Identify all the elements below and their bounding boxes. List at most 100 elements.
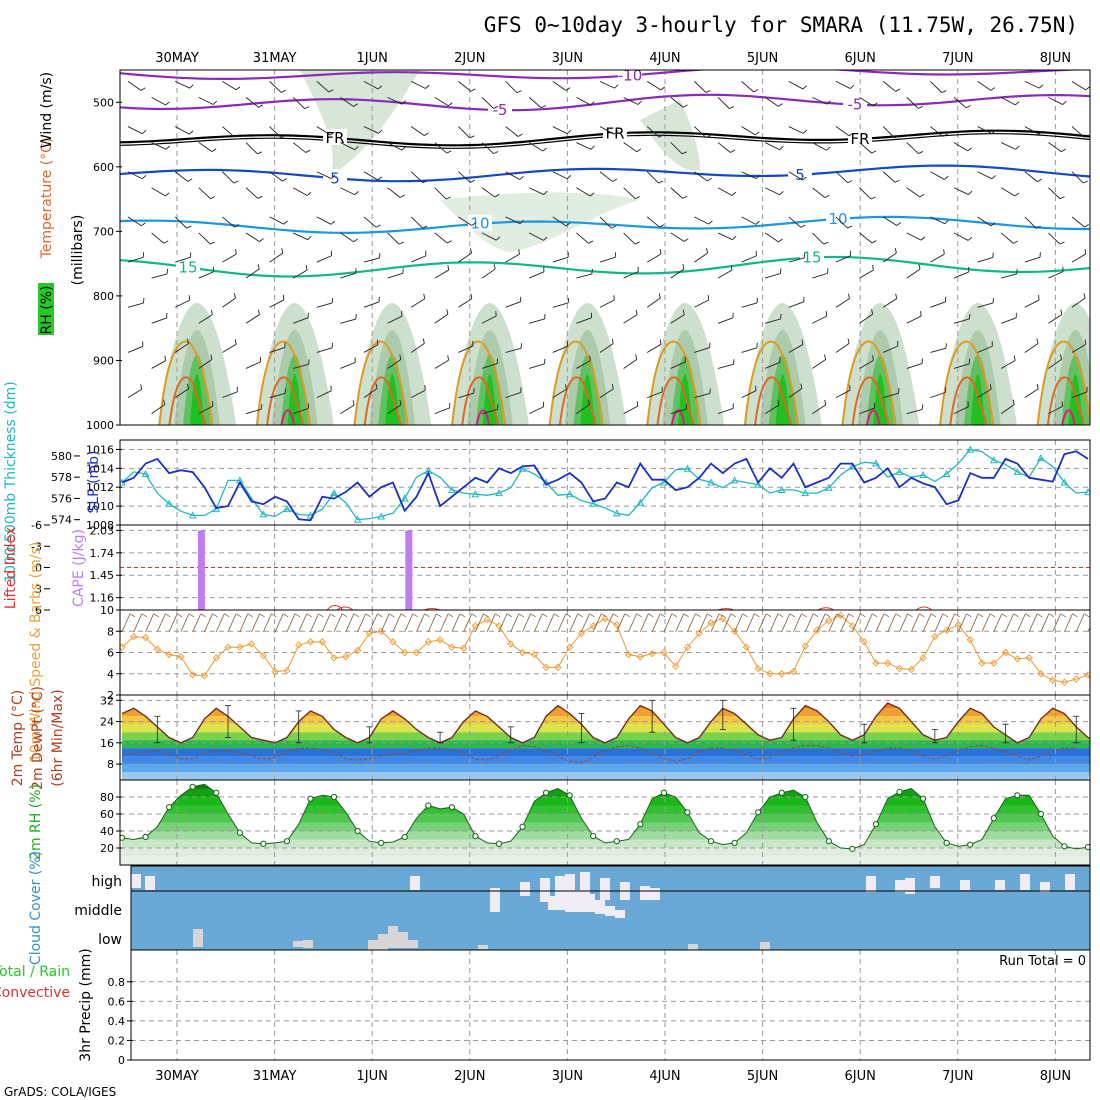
wind-barb [410, 171, 424, 184]
wind-barb [222, 216, 236, 228]
wind-barb [906, 142, 919, 154]
wind-speed-marker [318, 638, 326, 646]
wind-barb [1024, 80, 1040, 89]
wind-barb-feather [824, 194, 830, 198]
wind-barb [812, 187, 826, 198]
wind-barb [434, 313, 449, 324]
rh-marker [919, 795, 927, 802]
y-tick-label: 600 [93, 161, 114, 174]
wind-barb-feather [965, 105, 971, 109]
y-tick-label: 0.6 [108, 995, 126, 1008]
wind-barb-feather [636, 401, 639, 407]
wind-barb [906, 232, 922, 241]
rh-marker [872, 821, 880, 828]
high-cloud-gap [1020, 874, 1030, 890]
wind-speed-marker [730, 627, 739, 635]
wind-barb [1001, 273, 1017, 279]
wind-barb-feather [401, 146, 406, 151]
surface-wind-barb-feather [471, 613, 477, 618]
wind-speed-marker [895, 664, 904, 673]
rh-shade [775, 373, 790, 425]
surface-wind-barb-feather [424, 613, 430, 618]
wind-barb-feather [304, 106, 310, 110]
wind-barb-feather [541, 105, 546, 109]
wind-barb-feather [211, 401, 214, 407]
y-tick-label: 1.74 [90, 547, 115, 560]
temperature-line [121, 702, 1090, 744]
y-tick-label: 800 [93, 290, 114, 303]
wind-barb [788, 301, 804, 308]
surface-wind-barb-feather [365, 613, 371, 618]
temperature-contour-20 [646, 340, 702, 425]
wind-barb-feather [284, 388, 287, 394]
high-cloud-gap [905, 878, 915, 894]
surface-wind-barb-feather [141, 613, 147, 618]
wind-barb-feather [705, 89, 711, 93]
wind-barb [410, 342, 425, 353]
high-cloud-gap [930, 876, 940, 888]
high-cloud-gap [410, 876, 420, 890]
wind-speed-marker [459, 644, 468, 652]
wind-barb-feather [186, 225, 192, 229]
wind-barb-feather [918, 151, 924, 154]
wind-barb-feather [1083, 180, 1089, 184]
surface-wind-barb [958, 613, 967, 632]
surface-wind-barb-feather [907, 613, 913, 618]
wind-barb [458, 345, 474, 353]
low-cloud [293, 941, 303, 947]
wind-barb [694, 392, 710, 399]
wind-speed-marker [1060, 678, 1069, 686]
wind-barb-feather [730, 149, 736, 153]
wind-barb-feather [233, 180, 239, 184]
low-cloud [408, 940, 418, 948]
wind-speed-marker [1037, 670, 1045, 678]
y-tick-label: 60 [100, 808, 114, 821]
wind-barb-feather [469, 135, 475, 139]
wind-barb-feather [142, 298, 145, 304]
wind-barb-feather [850, 84, 855, 89]
y-tick-label: 0.2 [108, 1034, 126, 1047]
thickness-marker [565, 490, 574, 498]
thickness-marker [306, 511, 315, 519]
surface-wind-barb-feather [718, 613, 725, 618]
thickness-marker [1013, 467, 1022, 475]
wind-barb-feather [682, 195, 688, 199]
y-tick-label: 1.16 [90, 592, 115, 605]
y-tick-label: -6 [31, 519, 42, 532]
contour-label: 15 [802, 249, 821, 267]
rh-legend-box [38, 283, 54, 335]
high-cloud-gap [1040, 882, 1050, 892]
wind-barb [363, 257, 380, 263]
high-cloud-gap [895, 880, 905, 892]
contour-label-bg [323, 169, 347, 186]
surface-wind-barb-feather [200, 613, 206, 618]
thickness-marker [353, 515, 362, 523]
wind-barb-feather [826, 100, 831, 105]
wind-barb [977, 216, 992, 227]
wind-barb [623, 142, 637, 153]
high-cloud-gap [866, 876, 876, 892]
wind-barb [953, 142, 968, 152]
temperature-contour-20 [744, 340, 800, 425]
bottom-date-label: 7JUN [942, 1069, 973, 1084]
surface-wind-barb-feather [601, 613, 607, 618]
contour-label: 10 [470, 215, 489, 233]
wind-speed-marker [613, 621, 621, 629]
wind-barb-feather [280, 89, 286, 93]
wind-barb [151, 187, 166, 197]
temperature-contour-25 [363, 376, 403, 425]
surface-wind-barb [581, 613, 590, 632]
wind-barb-feather [328, 89, 334, 93]
wind-barb [387, 404, 402, 415]
thickness-marker [612, 509, 621, 517]
wind-barb [670, 232, 685, 242]
wind-barb-feather [210, 241, 215, 245]
wind-barb-feather [708, 220, 713, 225]
rh-marker [990, 815, 997, 822]
wind-barb-feather [847, 338, 850, 344]
y-tick-label: 0.8 [108, 976, 126, 989]
surface-wind-barb-feather [942, 613, 949, 618]
wind-barb [646, 343, 662, 353]
thickness-marker [1037, 454, 1045, 462]
wind-speed-line [121, 614, 1090, 683]
